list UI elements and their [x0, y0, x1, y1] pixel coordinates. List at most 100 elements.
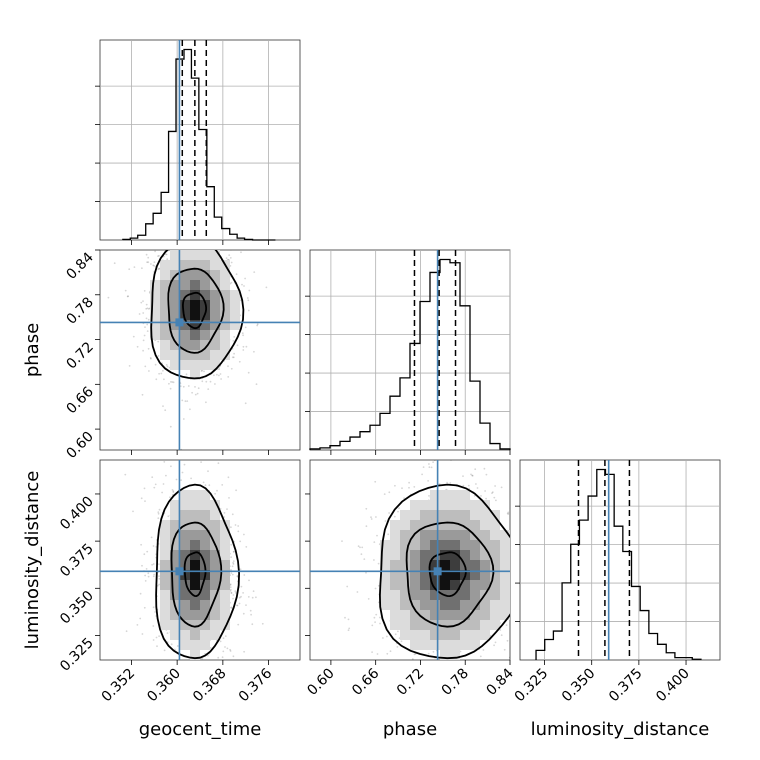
density-cell: [190, 350, 200, 360]
sample-point: [428, 463, 430, 465]
sample-point: [147, 256, 150, 259]
density-cell: [230, 310, 240, 320]
sample-point: [194, 676, 196, 678]
sample-point: [214, 383, 216, 385]
sample-point: [232, 340, 235, 342]
density-cell: [210, 510, 220, 520]
sample-point: [388, 512, 390, 514]
density-cell: [440, 550, 450, 560]
sample-point: [136, 624, 139, 626]
density-cell: [430, 610, 440, 620]
density-cell: [180, 310, 190, 320]
sample-point: [470, 473, 472, 476]
density-cell: [470, 610, 480, 620]
sample-point: [462, 475, 464, 477]
density-cell: [460, 610, 470, 620]
density-cell: [440, 570, 450, 580]
sample-point: [371, 651, 373, 653]
density-cell: [440, 580, 450, 590]
sample-point: [344, 616, 346, 619]
sample-point: [166, 258, 169, 261]
density-cell: [420, 540, 430, 550]
sample-point: [180, 241, 182, 243]
sample-point: [146, 261, 149, 264]
sample-point: [157, 255, 159, 257]
sample-point: [107, 296, 110, 299]
sample-point: [194, 393, 197, 396]
sample-point: [176, 645, 179, 647]
density-cell: [200, 280, 210, 290]
sample-point: [248, 289, 251, 292]
density-cell: [410, 550, 420, 560]
sample-point: [379, 622, 381, 625]
sample-point: [178, 661, 180, 663]
density-cell: [180, 550, 190, 560]
sample-point: [347, 618, 350, 621]
sample-point: [240, 595, 242, 598]
sample-point: [157, 355, 160, 357]
density-cell: [200, 340, 210, 350]
density-cell: [490, 600, 500, 610]
density-cell: [440, 530, 450, 540]
y-tick-label: 0.66: [63, 384, 96, 417]
sample-point: [228, 669, 230, 671]
sample-point: [239, 568, 242, 571]
density-cell: [180, 580, 190, 590]
sample-point: [247, 371, 250, 374]
sample-point: [393, 678, 395, 680]
sample-point: [141, 267, 143, 270]
contour-level-0: [428, 551, 467, 598]
density-cell: [190, 610, 200, 620]
sample-point: [153, 265, 156, 267]
sample-point: [162, 405, 164, 407]
sample-point: [158, 267, 161, 270]
sample-point: [226, 508, 228, 510]
sample-point: [124, 289, 127, 292]
sample-point: [191, 243, 193, 245]
sample-point: [163, 461, 166, 463]
density-cell: [480, 520, 490, 530]
density-cell: [470, 640, 480, 650]
density-cell: [490, 510, 500, 520]
density-cell: [430, 550, 440, 560]
sample-point: [205, 380, 208, 383]
sample-point: [172, 701, 174, 703]
density-cell: [410, 640, 420, 650]
density-cell: [200, 360, 210, 370]
sample-point: [217, 462, 220, 465]
density-cell: [440, 520, 450, 530]
density-cell: [420, 560, 430, 570]
sample-point: [244, 277, 247, 280]
sample-point: [145, 307, 148, 310]
sample-point: [255, 596, 257, 599]
density-cell: [460, 530, 470, 540]
density-cell: [220, 290, 230, 300]
sample-point: [223, 512, 226, 514]
sample-point: [176, 245, 178, 247]
sample-point: [143, 290, 146, 292]
y-tick-label: 0.72: [63, 339, 96, 372]
density-cell: [170, 280, 180, 290]
density-cell: [210, 250, 220, 260]
sample-point: [232, 551, 235, 553]
density-cell: [450, 510, 460, 520]
hist-panel-phase: [305, 249, 511, 451]
sample-point: [247, 299, 250, 302]
sample-point: [189, 408, 191, 411]
density-cell: [200, 530, 210, 540]
density-cell: [470, 580, 480, 590]
sample-point: [516, 535, 518, 537]
density-cell: [160, 320, 170, 330]
density-cell: [190, 600, 200, 610]
sample-point: [514, 524, 516, 526]
sample-point: [449, 482, 452, 484]
sample-point: [132, 510, 134, 513]
density-cell: [380, 590, 390, 600]
sample-point: [200, 370, 203, 372]
density-cell: [180, 630, 190, 640]
density-cell: [180, 270, 190, 280]
sample-point: [216, 489, 218, 492]
sample-point: [500, 486, 503, 489]
sample-point: [183, 248, 185, 250]
sample-point: [231, 573, 234, 576]
